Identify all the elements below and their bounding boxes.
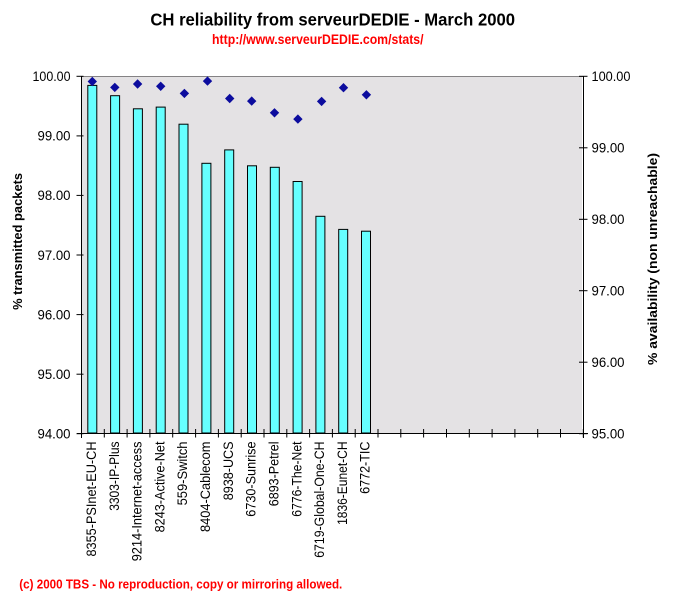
svg-text:1836-Eunet-CH: 1836-Eunet-CH [335, 442, 351, 525]
svg-text:100.00: 100.00 [33, 69, 71, 85]
svg-text:(c) 2000 TBS - No reproduction: (c) 2000 TBS - No reproduction, copy or … [19, 577, 342, 592]
svg-text:95.00: 95.00 [592, 427, 625, 443]
svg-text:CH reliability from serveurDED: CH reliability from serveurDEDIE - March… [150, 10, 515, 30]
svg-text:98.00: 98.00 [592, 212, 625, 228]
svg-text:http://www.serveurDEDIE.com/st: http://www.serveurDEDIE.com/stats/ [212, 31, 424, 47]
svg-text:97.00: 97.00 [38, 248, 71, 264]
svg-text:94.00: 94.00 [38, 427, 71, 443]
svg-text:9214-Internet-access: 9214-Internet-access [130, 442, 146, 562]
svg-text:% transmitted packets: % transmitted packets [10, 173, 25, 310]
svg-text:8355-PSInet-EU-CH: 8355-PSInet-EU-CH [84, 442, 100, 557]
svg-text:95.00: 95.00 [38, 367, 71, 383]
svg-text:6730-Sunrise: 6730-Sunrise [244, 441, 260, 516]
svg-text:3303-IP-Plus: 3303-IP-Plus [107, 442, 123, 511]
svg-text:98.00: 98.00 [38, 188, 71, 204]
svg-text:8404-Cablecom: 8404-Cablecom [198, 442, 214, 533]
svg-text:6719-Global-One-CH: 6719-Global-One-CH [312, 442, 328, 558]
svg-text:8938-UCS: 8938-UCS [221, 442, 237, 501]
svg-text:99.00: 99.00 [38, 129, 71, 145]
svg-text:559-Switch: 559-Switch [175, 442, 191, 506]
svg-text:96.00: 96.00 [592, 355, 625, 371]
svg-text:6772-TIC: 6772-TIC [358, 442, 374, 494]
svg-text:% availability (non unreachabl: % availability (non unreachable) [645, 153, 660, 365]
svg-text:6893-Petrel: 6893-Petrel [267, 442, 283, 507]
svg-text:99.00: 99.00 [592, 141, 625, 157]
svg-text:100.00: 100.00 [592, 69, 631, 85]
svg-text:8243-Active-Net: 8243-Active-Net [152, 441, 168, 532]
svg-text:6776-The-Net: 6776-The-Net [289, 441, 305, 516]
svg-text:97.00: 97.00 [592, 284, 625, 300]
svg-text:96.00: 96.00 [38, 307, 71, 323]
